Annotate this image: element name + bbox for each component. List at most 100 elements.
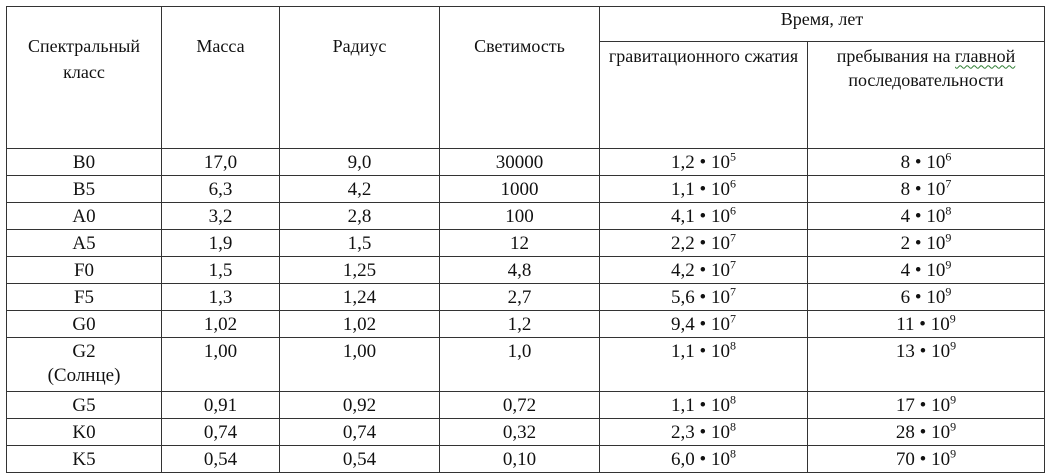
- cell-spectral-class: F0: [6, 256, 162, 284]
- cell-grav-time: 2,2 • 107: [599, 229, 808, 257]
- cell-grav-time: 1,1 • 108: [599, 391, 808, 419]
- spectral-class-value: A0: [72, 206, 96, 227]
- cell-main-sequence-time: 17 • 109: [807, 391, 1045, 419]
- radius-value: 1,5: [347, 233, 372, 254]
- grav-time-exponent: 6: [729, 176, 736, 191]
- table-row: K0 0,74 0,74 0,32 2,3 • 108 28 • 109: [6, 418, 1045, 446]
- cell-radius: 1,00: [279, 337, 440, 392]
- luminosity-value: 1,2: [507, 314, 532, 335]
- luminosity-value: 1000: [500, 179, 539, 200]
- radius-value: 4,2: [347, 179, 372, 200]
- grav-time-mantissa: 1,1 • 10: [671, 395, 730, 416]
- radius-value: 0,74: [342, 422, 377, 443]
- ms-time-exponent: 9: [945, 230, 952, 245]
- cell-main-sequence-time: 2 • 109: [807, 229, 1045, 257]
- radius-value: 1,25: [342, 260, 377, 281]
- radius-value: 1,24: [342, 287, 377, 308]
- spectral-class-value: B0: [72, 152, 96, 173]
- cell-main-sequence-time: 4 • 109: [807, 256, 1045, 284]
- luminosity-value: 12: [510, 233, 529, 254]
- spectral-class-value: G5: [72, 395, 96, 416]
- table-row: G2 (Солнце) 1,00 1,00 1,0 1,1 • 108 13 • 109: [6, 337, 1045, 392]
- spectral-class-value: K0: [72, 422, 96, 443]
- cell-spectral-class: B5: [6, 175, 162, 203]
- table-body: B0 17,0 9,0 30000 1,2 • 105 8 • 106 B5 6,3 4,2 10…: [6, 148, 1045, 473]
- cell-grav-time: 2,3 • 108: [599, 418, 808, 446]
- ms-time-mantissa: 11 • 10: [896, 314, 950, 335]
- ms-time-exponent: 9: [950, 419, 957, 434]
- cell-luminosity: 1,2: [439, 310, 600, 338]
- cell-radius: 1,24: [279, 283, 440, 311]
- cell-grav-time: 4,1 • 106: [599, 202, 808, 230]
- grav-time-mantissa: 4,2 • 10: [671, 260, 730, 281]
- table-row: B5 6,3 4,2 1000 1,1 • 106 8 • 107: [6, 175, 1045, 203]
- header-radius: Радиус: [279, 6, 440, 149]
- grav-time-exponent: 6: [729, 203, 736, 218]
- cell-grav-time: 4,2 • 107: [599, 256, 808, 284]
- cell-radius: 0,74: [279, 418, 440, 446]
- grav-time-exponent: 8: [729, 419, 736, 434]
- cell-spectral-class: A0: [6, 202, 162, 230]
- cell-grav-time: 1,2 • 105: [599, 148, 808, 176]
- cell-luminosity: 4,8: [439, 256, 600, 284]
- cell-radius: 9,0: [279, 148, 440, 176]
- cell-grav-time: 1,1 • 108: [599, 337, 808, 392]
- grav-time-exponent: 7: [729, 311, 736, 326]
- table-row: A5 1,9 1,5 12 2,2 • 107 2 • 109: [6, 229, 1045, 257]
- grav-time-mantissa: 1,2 • 10: [671, 152, 730, 173]
- grav-time-mantissa: 1,1 • 10: [671, 341, 730, 362]
- cell-spectral-class: B0: [6, 148, 162, 176]
- luminosity-value: 4,8: [507, 260, 532, 281]
- ms-time-exponent: 7: [945, 176, 952, 191]
- table-row: K5 0,54 0,54 0,10 6,0 • 108 70 • 109: [6, 445, 1045, 473]
- cell-mass: 3,2: [161, 202, 280, 230]
- header-main-sequence-prefix: пребывания на: [836, 45, 951, 66]
- cell-mass: 0,54: [161, 445, 280, 473]
- header-grav-contraction: гравитационного сжатия: [599, 40, 808, 150]
- ms-time-mantissa: 2 • 10: [900, 233, 946, 254]
- mass-value: 0,54: [203, 449, 238, 470]
- cell-spectral-class: G2 (Солнце): [6, 337, 162, 392]
- radius-value: 0,92: [342, 395, 377, 416]
- cell-luminosity: 1,0: [439, 337, 600, 392]
- cell-luminosity: 0,72: [439, 391, 600, 419]
- radius-value: 1,02: [342, 314, 377, 335]
- cell-grav-time: 5,6 • 107: [599, 283, 808, 311]
- table-row: G5 0,91 0,92 0,72 1,1 • 108 17 • 109: [6, 391, 1045, 419]
- grav-time-mantissa: 2,2 • 10: [671, 233, 730, 254]
- grav-time-mantissa: 6,0 • 10: [671, 449, 730, 470]
- radius-value: 1,00: [342, 341, 377, 362]
- cell-main-sequence-time: 8 • 107: [807, 175, 1045, 203]
- spectral-class-value: G0: [72, 314, 96, 335]
- mass-value: 17,0: [203, 152, 238, 173]
- ms-time-exponent: 9: [949, 311, 956, 326]
- spectral-class-value: K5: [72, 449, 96, 470]
- ms-time-mantissa: 4 • 10: [900, 260, 946, 281]
- header-time-group: Время, лет: [599, 6, 1045, 42]
- cell-mass: 1,00: [161, 337, 280, 392]
- spectral-class-value: F5: [73, 287, 95, 308]
- spectral-class-note: (Солнце): [47, 365, 121, 386]
- header-row-sub: гравитационного сжатия пребывания на гла…: [7, 40, 1045, 150]
- luminosity-value: 1,0: [507, 341, 532, 362]
- grav-time-mantissa: 5,6 • 10: [671, 287, 730, 308]
- cell-mass: 1,5: [161, 256, 280, 284]
- ms-time-mantissa: 6 • 10: [900, 287, 946, 308]
- header-main-sequence-word: главной: [955, 45, 1016, 66]
- cell-radius: 2,8: [279, 202, 440, 230]
- mass-value: 1,00: [203, 341, 238, 362]
- ms-time-exponent: 9: [945, 257, 952, 272]
- cell-grav-time: 6,0 • 108: [599, 445, 808, 473]
- cell-mass: 17,0: [161, 148, 280, 176]
- grav-time-exponent: 7: [729, 284, 736, 299]
- luminosity-value: 0,10: [502, 449, 537, 470]
- cell-mass: 1,02: [161, 310, 280, 338]
- mass-value: 3,2: [208, 206, 233, 227]
- grav-time-mantissa: 1,1 • 10: [671, 179, 730, 200]
- table-row: A0 3,2 2,8 100 4,1 • 106 4 • 108: [6, 202, 1045, 230]
- cell-luminosity: 1000: [439, 175, 600, 203]
- table-row: B0 17,0 9,0 30000 1,2 • 105 8 • 106: [6, 148, 1045, 176]
- cell-mass: 0,74: [161, 418, 280, 446]
- ms-time-mantissa: 70 • 10: [895, 449, 951, 470]
- cell-spectral-class: A5: [6, 229, 162, 257]
